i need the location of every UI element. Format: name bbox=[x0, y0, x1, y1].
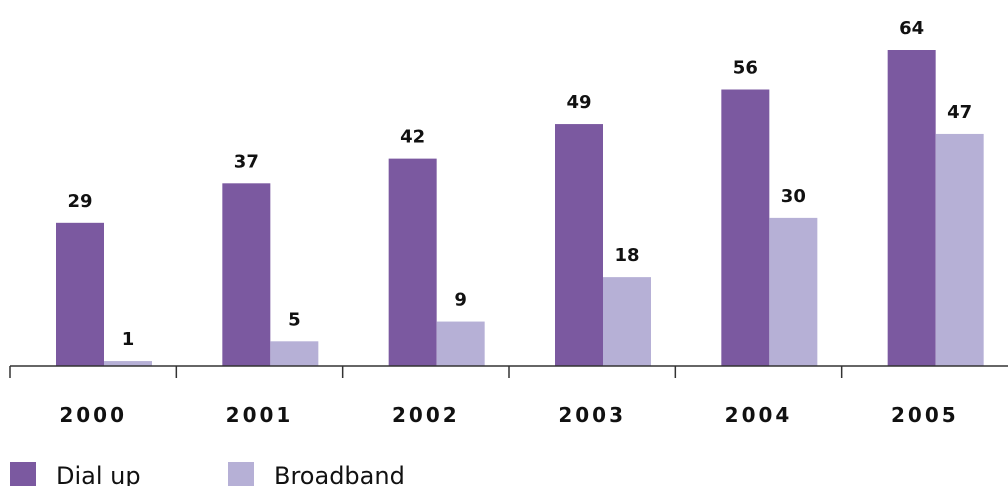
category-label: 2003 bbox=[558, 403, 626, 427]
bar-dial-up-2000 bbox=[56, 222, 104, 366]
category-label: 2000 bbox=[59, 403, 127, 427]
legend-label: Broadband bbox=[274, 462, 405, 486]
value-label: 64 bbox=[899, 18, 924, 39]
bar-dial-up-2001 bbox=[222, 183, 271, 366]
legend: Dial up Broadband bbox=[10, 462, 405, 486]
value-label: 47 bbox=[947, 102, 972, 123]
bar-broadband-2004 bbox=[769, 217, 818, 366]
bar-dial-up-2002 bbox=[388, 158, 437, 366]
value-label: 9 bbox=[454, 290, 467, 311]
value-label: 42 bbox=[400, 127, 425, 148]
x-axis bbox=[9, 365, 1008, 378]
bar-broadband-2005 bbox=[935, 133, 984, 366]
bar-dial-up-2003 bbox=[555, 124, 603, 366]
bar-broadband-2000 bbox=[104, 361, 152, 366]
category-label: 2005 bbox=[891, 403, 959, 427]
legend-swatch bbox=[228, 462, 254, 486]
value-label: 5 bbox=[288, 309, 301, 330]
value-labels-group: 29 1 37 5 42 9 49 18 56 30 64 47 bbox=[67, 18, 972, 350]
category-label: 2004 bbox=[725, 403, 793, 427]
category-label: 2002 bbox=[392, 403, 460, 427]
value-label: 30 bbox=[781, 186, 806, 207]
bar-dial-up-2004 bbox=[721, 89, 770, 366]
value-label: 49 bbox=[566, 92, 591, 113]
bar-broadband-2003 bbox=[603, 277, 651, 366]
value-label: 56 bbox=[733, 58, 758, 79]
legend-label: Dial up bbox=[56, 462, 141, 486]
bar-broadband-2001 bbox=[270, 341, 319, 366]
category-label: 2001 bbox=[226, 403, 294, 427]
value-label: 18 bbox=[614, 245, 639, 266]
value-label: 1 bbox=[122, 329, 135, 350]
value-label: 37 bbox=[234, 151, 259, 172]
bar-broadband-2002 bbox=[436, 321, 485, 366]
value-label: 29 bbox=[67, 191, 92, 212]
category-labels-group: 2000 2001 2002 2003 2004 2005 bbox=[59, 403, 959, 427]
bars-group bbox=[56, 50, 984, 366]
bar-dial-up-2005 bbox=[887, 50, 936, 366]
legend-swatch bbox=[10, 462, 36, 486]
